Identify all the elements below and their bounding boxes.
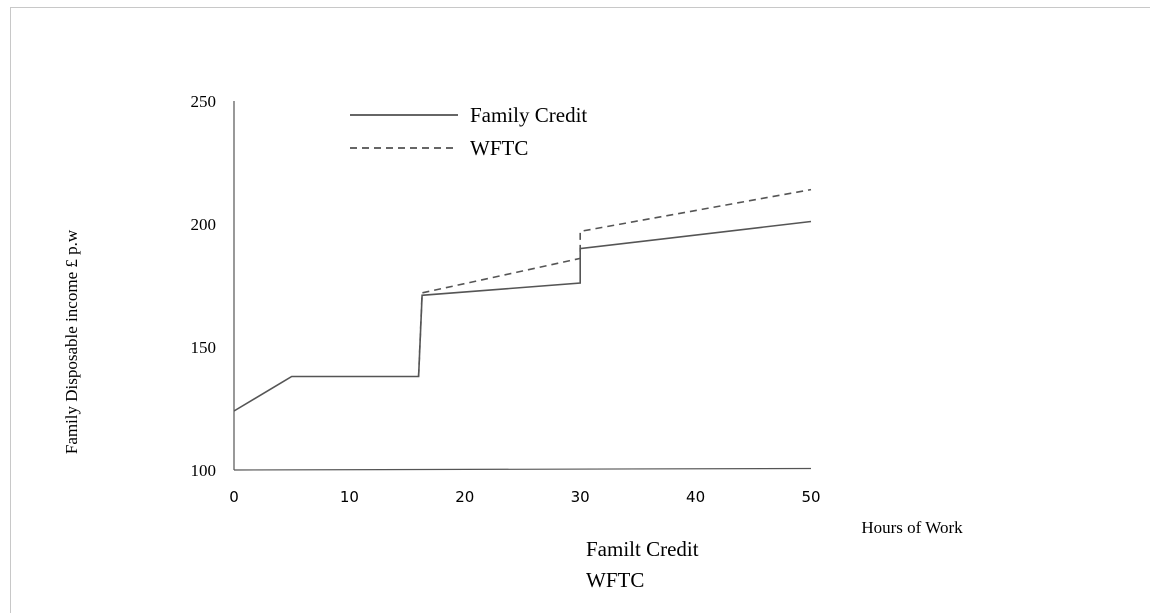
x-tick-label-4: 40	[686, 488, 705, 506]
series-line-wftc	[417, 188, 812, 377]
legend-label-0: Family Credit	[470, 103, 587, 127]
x-axis-label: Hours of Work	[861, 518, 963, 537]
caption-wftc: WFTC	[586, 568, 644, 592]
caption-family-credit: Familt Credit	[586, 537, 699, 561]
y-axis-label: Family Disposable income £ p.w	[62, 229, 81, 454]
legend-label-1: WFTC	[470, 136, 528, 160]
x-tick-label-3: 30	[571, 488, 590, 506]
series-line-family-credit	[233, 220, 812, 412]
x-tick-label-5: 50	[801, 488, 820, 506]
x-tick-label-0: 0	[229, 488, 239, 506]
y-tick-label-0: 100	[191, 461, 217, 480]
y-tick-label-2: 200	[191, 215, 217, 234]
y-tick-label-3: 250	[191, 92, 217, 111]
y-tick-label-1: 150	[191, 338, 217, 357]
chart-frame	[10, 7, 1150, 613]
x-axis-line	[233, 467, 812, 471]
x-tick-label-1: 10	[340, 488, 359, 506]
x-tick-label-2: 20	[455, 488, 474, 506]
